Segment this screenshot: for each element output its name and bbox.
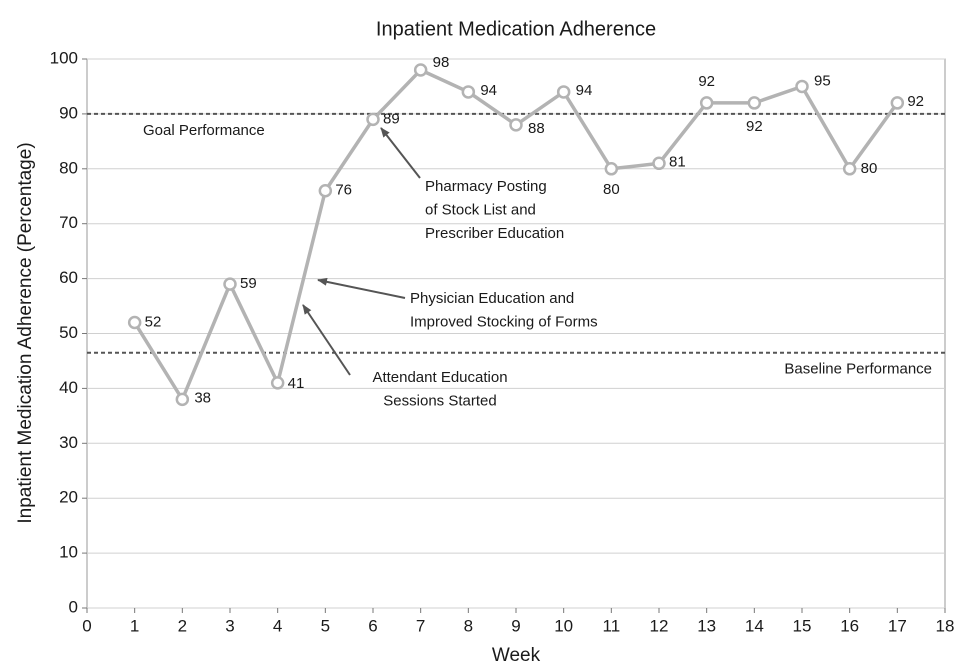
y-axis-label: Inpatient Medication Adherence (Percenta… — [15, 142, 36, 523]
data-label: 92 — [907, 93, 924, 110]
data-label: 98 — [433, 54, 450, 71]
x-tick-label: 16 — [840, 616, 859, 635]
data-point — [270, 376, 285, 390]
x-tick-label: 18 — [936, 616, 955, 635]
x-tick-label: 3 — [225, 616, 234, 635]
data-point — [413, 63, 428, 77]
reference-label: Goal Performance — [143, 122, 265, 139]
x-tick-label: 6 — [368, 616, 377, 635]
chart-title: Inpatient Medication Adherence — [376, 18, 656, 40]
data-label: 95 — [814, 72, 831, 89]
data-label: 92 — [698, 73, 715, 90]
annotation-arrow — [302, 304, 351, 376]
x-tick-label: 9 — [511, 616, 520, 635]
data-label: 52 — [145, 313, 162, 330]
annotation-text: Attendant Education — [372, 369, 507, 386]
x-axis-label: Week — [492, 645, 541, 666]
data-label: 38 — [194, 389, 211, 406]
annotation-text: Physician Education and — [410, 290, 574, 307]
data-label: 89 — [383, 110, 400, 127]
data-point — [461, 85, 476, 99]
data-label: 81 — [669, 153, 686, 170]
y-tick-label: 50 — [59, 323, 78, 342]
data-point — [366, 112, 380, 127]
data-point — [842, 162, 857, 176]
y-tick-label: 70 — [59, 213, 78, 232]
x-tick-label: 17 — [888, 616, 907, 635]
y-tick-label: 0 — [69, 597, 78, 616]
reference-label: Baseline Performance — [784, 361, 932, 378]
data-point — [652, 156, 666, 171]
data-label: 94 — [480, 82, 497, 99]
data-label: 41 — [288, 375, 305, 392]
data-point — [509, 118, 523, 132]
x-tick-label: 8 — [464, 616, 473, 635]
x-tick-label: 5 — [321, 616, 330, 635]
x-tick-label: 4 — [273, 616, 282, 635]
annotation-text: Sessions Started — [383, 392, 496, 409]
data-point — [175, 392, 190, 407]
annotation-text: Pharmacy Posting — [425, 178, 547, 195]
annotation-text: Improved Stocking of Forms — [410, 313, 598, 330]
x-tick-label: 13 — [697, 616, 716, 635]
x-tick-label: 2 — [178, 616, 187, 635]
data-point — [604, 162, 619, 176]
annotation-arrow — [317, 277, 406, 299]
y-tick-label: 80 — [59, 158, 78, 177]
data-label: 80 — [861, 160, 878, 177]
y-tick-label: 90 — [59, 103, 78, 122]
x-tick-label: 15 — [793, 616, 812, 635]
y-tick-label: 40 — [59, 378, 78, 397]
data-point — [556, 85, 571, 99]
annotation-text: Prescriber Education — [425, 225, 564, 242]
y-tick-label: 20 — [59, 488, 78, 507]
data-point — [223, 277, 237, 291]
y-tick-label: 60 — [59, 268, 78, 287]
data-label: 76 — [335, 182, 352, 199]
data-point — [699, 96, 714, 110]
x-tick-label: 11 — [603, 616, 621, 635]
y-tick-label: 100 — [50, 48, 78, 67]
x-tick-label: 0 — [82, 616, 91, 635]
data-point — [890, 96, 905, 110]
x-tick-label: 14 — [745, 616, 764, 635]
data-point — [318, 184, 333, 198]
x-tick-label: 7 — [416, 616, 425, 635]
x-tick-label: 1 — [130, 616, 139, 635]
annotation-text: of Stock List and — [425, 201, 536, 218]
data-point — [127, 315, 142, 330]
data-point — [795, 79, 809, 94]
y-tick-label: 30 — [59, 433, 78, 452]
data-label: 92 — [746, 118, 763, 135]
data-label: 88 — [528, 120, 545, 137]
data-label: 80 — [603, 181, 620, 198]
data-label: 94 — [576, 82, 593, 99]
x-tick-label: 12 — [650, 616, 669, 635]
y-tick-label: 10 — [59, 543, 78, 562]
annotation-arrow — [380, 127, 421, 179]
data-point — [747, 96, 762, 110]
data-label: 59 — [240, 275, 257, 292]
x-tick-label: 10 — [554, 616, 573, 635]
